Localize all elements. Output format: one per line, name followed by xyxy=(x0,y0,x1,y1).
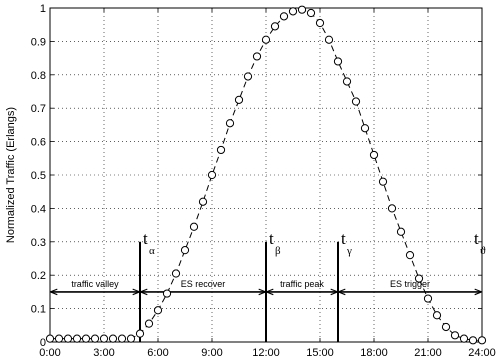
data-point xyxy=(54,334,64,343)
data-point xyxy=(468,336,478,345)
data-point xyxy=(72,334,82,343)
data-point xyxy=(279,12,289,21)
tick-labels: 0:00 3:00 6:00 9:00 12:00 15:00 18:00 21:00 24:0… xyxy=(31,3,496,359)
data-point xyxy=(360,124,370,133)
y-tick-label: 0.8 xyxy=(31,70,46,82)
marker-label: t xyxy=(269,229,274,248)
region-label: traffic valley xyxy=(71,279,119,289)
data-point xyxy=(450,331,460,340)
x-tick-label: 12:00 xyxy=(252,347,280,359)
data-point xyxy=(333,57,343,66)
series xyxy=(45,5,487,345)
data-point xyxy=(81,334,91,343)
marker-subscript: α xyxy=(149,245,155,257)
data-point xyxy=(432,311,442,320)
data-point xyxy=(477,336,487,345)
marker-label: t xyxy=(474,229,479,248)
data-point xyxy=(324,35,334,44)
y-tick-label: 0 xyxy=(40,337,46,349)
data-point xyxy=(387,204,397,213)
x-tick-label: 3:00 xyxy=(93,347,114,359)
data-point xyxy=(225,119,235,128)
data-point xyxy=(351,97,361,106)
marker-subscript: ϑ xyxy=(480,245,486,257)
data-point xyxy=(369,150,379,160)
data-point xyxy=(180,246,190,255)
x-tick-label: 18:00 xyxy=(360,347,388,359)
y-tick-label: 0.3 xyxy=(31,237,46,249)
x-tick-label: 24:00 xyxy=(468,347,496,359)
data-point xyxy=(108,334,118,343)
region-label: traffic peak xyxy=(280,279,324,289)
data-point xyxy=(414,274,424,283)
x-tick-label: 6:00 xyxy=(147,347,168,359)
data-point xyxy=(396,227,406,236)
data-point xyxy=(189,222,199,231)
data-point xyxy=(459,334,469,343)
y-tick-label: 0.7 xyxy=(31,103,46,115)
data-point xyxy=(234,95,244,104)
marker-label: t xyxy=(143,229,148,248)
data-point xyxy=(342,77,352,86)
data-point xyxy=(288,7,298,16)
y-axis-label: Normalized Traffic (Erlangs) xyxy=(5,107,17,243)
data-point xyxy=(315,18,325,28)
x-tick-label: 9:00 xyxy=(201,347,222,359)
data-point xyxy=(423,294,433,303)
data-point xyxy=(171,269,181,278)
y-tick-label: 0.4 xyxy=(31,203,46,215)
data-point xyxy=(135,329,145,338)
data-point xyxy=(63,334,73,343)
data-point xyxy=(153,306,163,315)
data-point xyxy=(441,322,451,332)
marker-subscript: β xyxy=(275,245,281,257)
data-point xyxy=(144,319,154,328)
marker-subscript: γ xyxy=(346,245,352,257)
data-point xyxy=(261,35,271,44)
x-tick-label: 0:00 xyxy=(39,347,60,359)
data-point xyxy=(45,334,55,343)
data-point xyxy=(243,72,253,81)
y-tick-label: 0.2 xyxy=(31,270,46,282)
data-point xyxy=(99,334,109,343)
x-tick-label: 21:00 xyxy=(414,347,442,359)
data-point xyxy=(270,22,280,31)
data-point xyxy=(216,145,226,155)
data-point xyxy=(162,289,172,298)
data-point xyxy=(207,170,217,180)
data-point xyxy=(297,5,307,14)
marker-label: t xyxy=(341,229,346,248)
data-point xyxy=(405,251,415,260)
data-point xyxy=(126,334,136,343)
region-label: ES trigger xyxy=(390,279,430,289)
data-point xyxy=(252,52,262,61)
y-tick-label: 0.9 xyxy=(31,36,46,48)
y-tick-label: 0.5 xyxy=(31,170,46,182)
y-tick-label: 0.1 xyxy=(31,304,46,316)
annotations: traffic valley ES recover traffic peak ES t… xyxy=(51,229,486,342)
data-point xyxy=(378,177,388,186)
y-tick-label: 1 xyxy=(40,3,46,15)
data-point xyxy=(306,8,316,18)
region-label: ES recover xyxy=(181,279,226,289)
data-point xyxy=(117,334,127,343)
x-tick-label: 15:00 xyxy=(306,347,334,359)
data-point xyxy=(90,334,100,343)
data-point xyxy=(198,197,208,206)
y-tick-label: 0.6 xyxy=(31,137,46,149)
